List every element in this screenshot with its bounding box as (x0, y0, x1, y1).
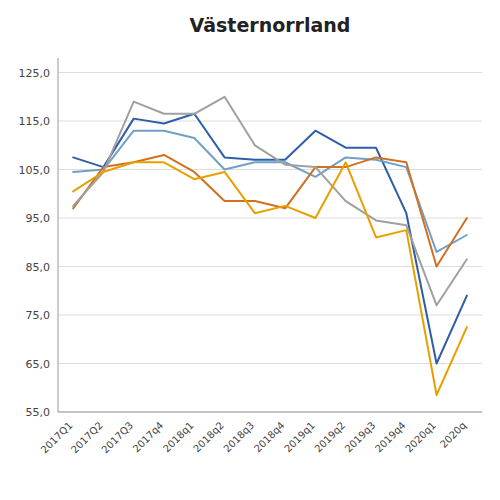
y-tick-labels: 55,0 65,0 75,0 85,0 95,0 105,0 115,0 125,0 (19, 67, 51, 419)
grid-line (58, 363, 482, 364)
x-tick-label: 2018q1 (161, 420, 196, 455)
x-axis-line (58, 412, 482, 413)
grid-line (58, 412, 482, 413)
series-line (73, 155, 467, 267)
y-tick-label: 85,0 (26, 261, 51, 274)
x-tick-label: 2019q4 (373, 420, 408, 455)
y-tick-label: 55,0 (26, 406, 51, 419)
x-tick-label: 2017Q2 (69, 420, 105, 456)
lines (73, 97, 467, 395)
grid-line (58, 266, 482, 267)
x-tick-label: 2019q1 (282, 420, 317, 455)
grid-line (58, 72, 482, 73)
y-tick-label: 105,0 (19, 164, 51, 177)
y-grid (58, 73, 482, 412)
chart: Västernorrland 55,0 65,0 75,0 85,0 95,0 105,0 1… (0, 0, 500, 500)
y-tick-label: 75,0 (26, 309, 51, 322)
x-tick-label: 2017q4 (131, 420, 166, 455)
x-tick-label: 2020q (438, 420, 468, 450)
grid-line (58, 169, 482, 170)
x-tick-label: 2019q3 (343, 420, 378, 455)
y-tick-label: 95,0 (26, 212, 51, 225)
x-tick-label: 2018q3 (222, 420, 257, 455)
x-tick-label: 2017Q1 (39, 420, 75, 456)
grid-line (58, 121, 482, 122)
x-tick-label: 2018q4 (252, 420, 287, 455)
y-tick-label: 125,0 (19, 67, 51, 80)
grid-line (58, 218, 482, 219)
series-line (73, 97, 467, 306)
x-tick-label: 2019q2 (312, 420, 347, 455)
x-tick-label: 2017Q3 (99, 420, 135, 456)
y-tick-label: 65,0 (26, 358, 51, 371)
title: Västernorrland (190, 14, 351, 36)
series-line (73, 162, 467, 395)
x-tick-labels: 2017Q12017Q22017Q32017q42018q12018q22018… (39, 420, 469, 456)
x-tick-label: 2018q2 (191, 420, 226, 455)
x-tick-label: 2020q1 (403, 420, 438, 455)
grid-line (58, 315, 482, 316)
y-axis-line (58, 58, 59, 412)
y-tick-label: 115,0 (19, 115, 51, 128)
